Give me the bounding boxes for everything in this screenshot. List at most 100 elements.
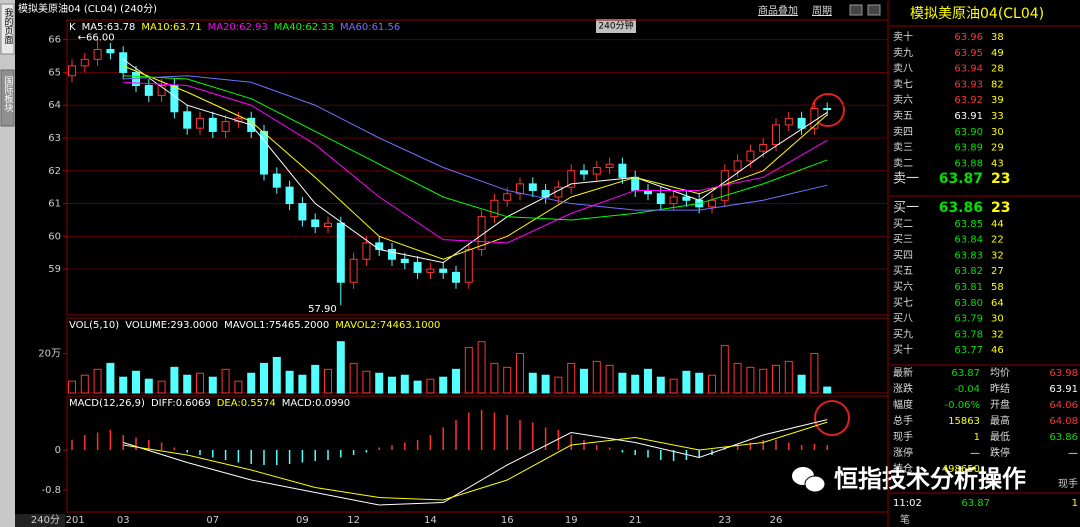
volume-bar: [452, 368, 460, 394]
tick-volume: 1: [1072, 498, 1078, 509]
volume-bar: [644, 368, 652, 394]
volume-bar: [477, 341, 486, 394]
side-tab[interactable]: 我的页面: [3, 8, 14, 45]
volume-bar: [797, 374, 806, 394]
indicator-label: MA60:61.56: [340, 22, 400, 33]
volume-bar: [413, 380, 422, 394]
volume-bar: [349, 362, 358, 394]
stat-label: 开盘: [990, 398, 1010, 411]
link[interactable]: 周期: [812, 5, 832, 17]
volume-bar: [272, 356, 281, 394]
book-level: 卖七: [893, 78, 913, 90]
candle-body: [400, 258, 409, 264]
candle-body: [464, 248, 473, 283]
volume-bar: [759, 368, 768, 394]
book-level: 卖一: [893, 172, 919, 187]
stat-label: 现手: [893, 430, 913, 443]
book-volume: 43: [991, 158, 1004, 169]
volume-bar: [80, 374, 89, 394]
candle-body: [772, 124, 780, 146]
volume-bar: [400, 374, 409, 394]
book-volume: 82: [991, 79, 1004, 90]
book-level: 买四: [893, 249, 913, 261]
indicator-label: MA5:63.78: [82, 22, 136, 33]
volume-bar: [682, 370, 691, 394]
stat-value: -0.04: [954, 384, 980, 395]
link[interactable]: 商品叠加: [758, 4, 798, 17]
candle-body: [759, 144, 768, 152]
indicator-line: [123, 75, 828, 221]
book-volume: 32: [991, 250, 1004, 261]
y-tick-label: 64: [48, 100, 61, 111]
indicator-line: [123, 75, 828, 211]
stat-value: 63.86: [1049, 432, 1078, 443]
y-tick-label: -0.8: [41, 485, 61, 496]
volume-bar: [503, 366, 512, 394]
side-tab[interactable]: 国际板块: [3, 76, 14, 113]
window-button[interactable]: [867, 4, 881, 16]
volume-bar: [234, 380, 243, 394]
volume-bar: [439, 376, 448, 394]
y-tick-label: 66: [48, 35, 61, 46]
candle-body: [669, 196, 678, 205]
volume-bar: [528, 372, 537, 394]
stat-label: 最新: [893, 366, 913, 379]
indicator-label: MAVOL2:74463.1000: [335, 320, 440, 331]
candle-body: [784, 117, 793, 126]
book-price: 63.84: [954, 235, 983, 246]
y-tick-label: 61: [48, 199, 61, 210]
indicator-line: [123, 65, 828, 260]
volume-bar: [784, 360, 793, 394]
volume-bar: [541, 374, 550, 394]
stat-value: 1: [974, 432, 980, 443]
volume-bar: [823, 386, 832, 394]
stat-label: 最低: [990, 430, 1010, 443]
book-volume: 22: [991, 235, 1004, 246]
candle-body: [605, 163, 614, 169]
book-volume: 39: [991, 95, 1004, 106]
candle-body: [733, 160, 742, 172]
volume-bar: [426, 378, 435, 394]
candle-body: [119, 52, 128, 73]
panel-frame: [66, 19, 889, 316]
stat-label: 昨结: [990, 382, 1010, 395]
volume-bar: [580, 368, 588, 394]
candle-body: [528, 183, 537, 191]
candle-body: [516, 183, 524, 195]
x-tick-label: 21: [629, 515, 642, 526]
candle-body: [452, 271, 460, 283]
book-level: 卖五: [893, 110, 913, 122]
stat-value: 498650: [942, 464, 980, 475]
book-level: 买九: [893, 328, 913, 340]
x-tick-label: 12: [347, 515, 360, 526]
volume-bar: [695, 372, 704, 394]
volume-bar: [708, 374, 716, 394]
stat-value: 63.98: [1049, 368, 1078, 379]
book-level: 买十: [893, 343, 913, 356]
period-label: 240分钟: [598, 20, 633, 32]
volume-bar: [733, 362, 742, 394]
candle-body: [618, 163, 627, 178]
volume-bar: [336, 341, 345, 394]
volume-bar: [183, 374, 192, 394]
candle-body: [708, 199, 716, 208]
book-level: 卖四: [893, 126, 913, 138]
book-volume: 44: [991, 219, 1004, 230]
stat-label: 跌停: [990, 446, 1010, 459]
book-volume: 23: [991, 171, 1010, 187]
volume-bar: [93, 368, 102, 394]
price-annotation: ←66.00: [78, 33, 115, 44]
x-axis-label-bg: [15, 514, 65, 527]
volume-bar: [772, 364, 780, 394]
indicator-line: [123, 81, 828, 244]
price-annotation: 57.90: [308, 304, 337, 315]
book-level: 买二: [893, 218, 913, 230]
candle-body: [324, 222, 332, 228]
window-button[interactable]: [849, 4, 863, 16]
candle-body: [797, 117, 806, 129]
volume-bar: [298, 374, 307, 394]
stat-label: 持仓: [893, 462, 913, 475]
side-tab-bg: [0, 69, 15, 127]
indicator-label: DIFF:0.6069: [151, 398, 211, 409]
